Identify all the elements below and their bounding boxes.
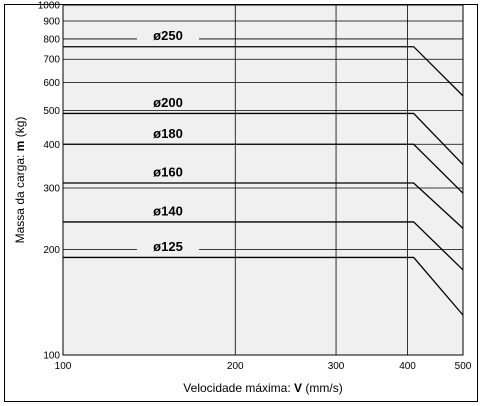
series-label-bg bbox=[137, 95, 199, 110]
y-tick-label: 500 bbox=[43, 106, 60, 117]
tick-labels: 100 200 300 400 500 600 700 800 900 1000 100 200 300… bbox=[38, 1, 472, 373]
series-label: ø200 bbox=[153, 95, 183, 110]
y-tick-label: 900 bbox=[43, 17, 60, 28]
y-tick-label: 400 bbox=[43, 140, 60, 151]
y-tick-label: 800 bbox=[43, 34, 60, 45]
series-line bbox=[63, 143, 464, 194]
x-tick-label: 200 bbox=[227, 361, 244, 372]
series-label: ø125 bbox=[153, 239, 183, 254]
y-tick-label: 1000 bbox=[38, 1, 61, 12]
x-axis-title: Velocidade máxima: V (mm/s) bbox=[183, 381, 342, 395]
series-label: ø140 bbox=[153, 203, 183, 218]
series-lines: ø250 ø200 ø180 ø160 ø140 ø125 bbox=[63, 28, 464, 316]
y-tick-label: 600 bbox=[43, 78, 60, 89]
series-line bbox=[63, 112, 464, 166]
series-label-bg bbox=[137, 203, 199, 218]
x-tick-label: 100 bbox=[55, 361, 72, 372]
series-label-bg bbox=[137, 28, 199, 43]
x-tick-label: 300 bbox=[328, 361, 345, 372]
y-tick-label: 200 bbox=[43, 245, 60, 256]
grid bbox=[63, 5, 463, 355]
series-label-bg bbox=[137, 239, 199, 254]
y-tick-label: 300 bbox=[43, 184, 60, 195]
plot-area bbox=[62, 4, 464, 356]
series-line bbox=[63, 182, 464, 229]
x-tick-label: 400 bbox=[399, 361, 416, 372]
series-label: ø160 bbox=[153, 165, 183, 180]
y-axis-title: Massa da carga: m (kg) bbox=[13, 117, 27, 244]
series-label-bg bbox=[137, 165, 199, 180]
series-line bbox=[63, 46, 464, 97]
series-line bbox=[63, 256, 464, 316]
series-label-bg bbox=[137, 126, 199, 141]
x-tick-label: 500 bbox=[455, 361, 472, 372]
y-tick-label: 700 bbox=[43, 55, 60, 66]
series-line bbox=[63, 221, 464, 271]
series-label: ø250 bbox=[153, 28, 183, 43]
series-label: ø180 bbox=[153, 126, 183, 141]
y-tick-label: 100 bbox=[43, 351, 60, 362]
